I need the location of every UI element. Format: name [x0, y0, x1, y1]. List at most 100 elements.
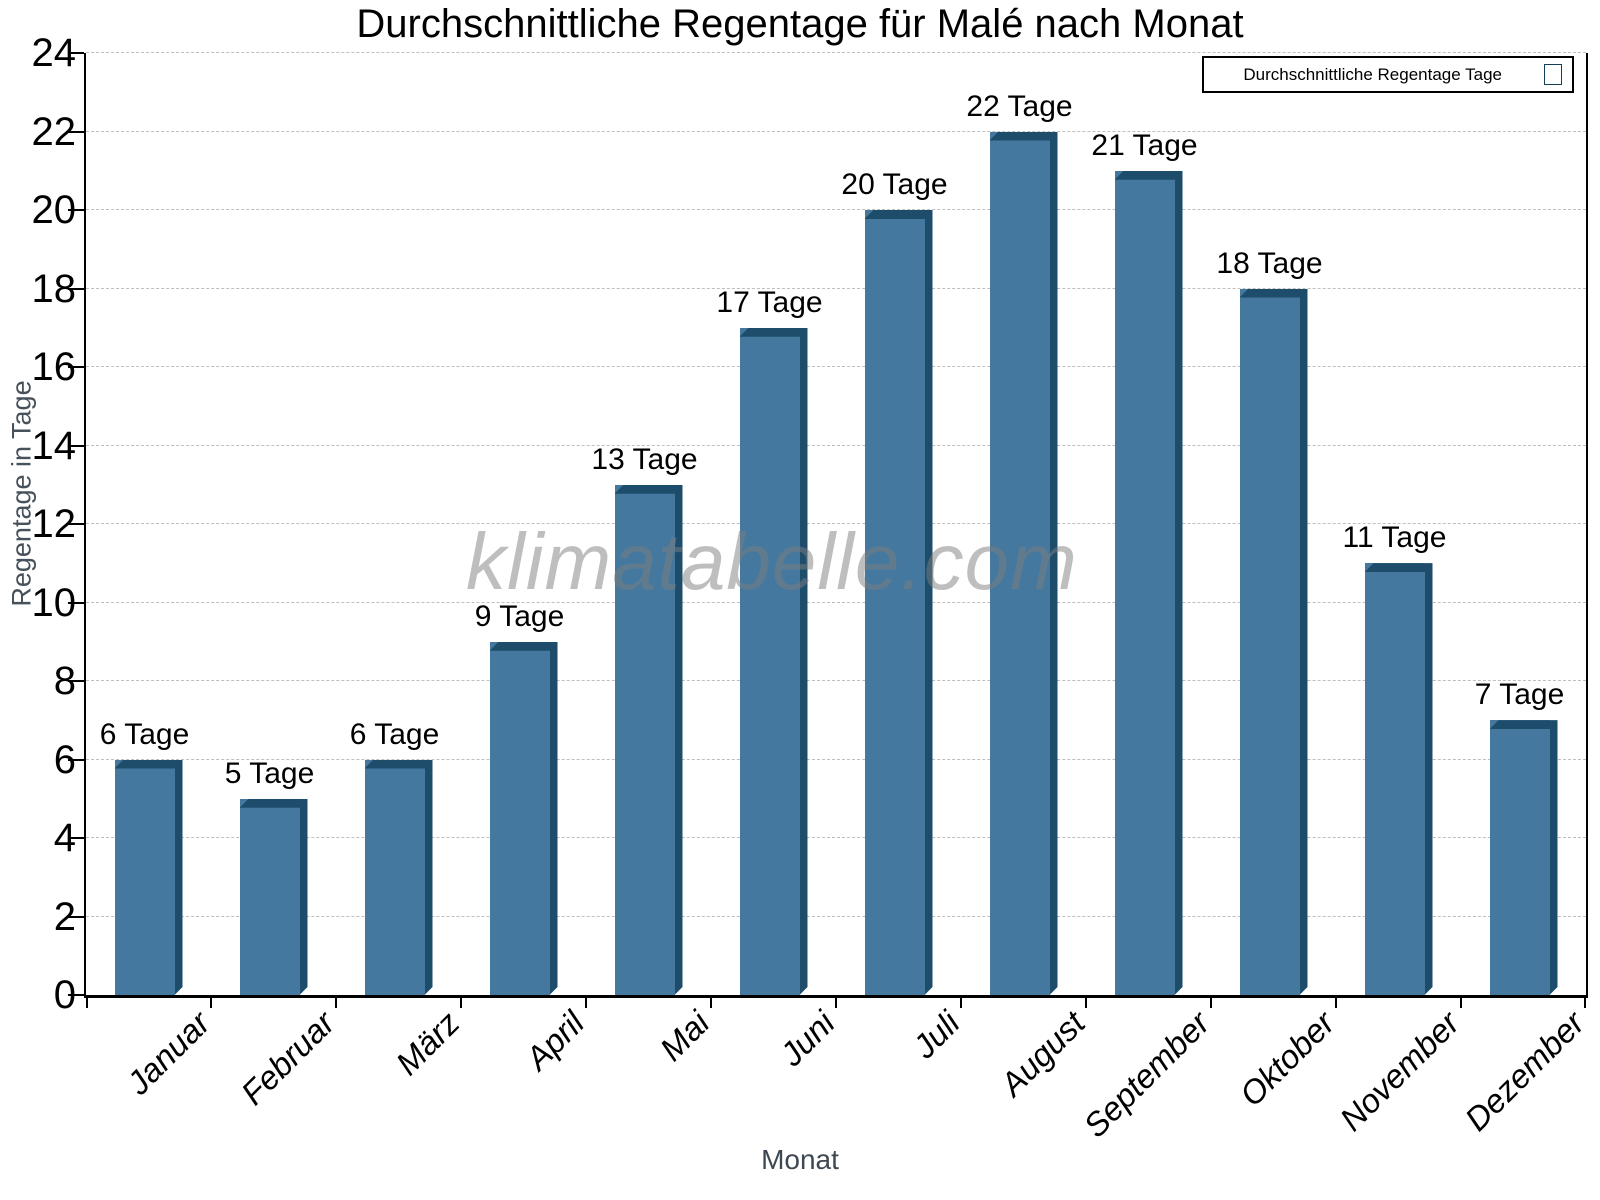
- bar-top-shade: [489, 641, 558, 651]
- value-label-oktober: 18 Tage: [1216, 246, 1323, 280]
- x-axis-title: Monat: [761, 1144, 839, 1175]
- plot-area: 6 Tage 5 Tage 6 Tage 9 Tage 13 Tage 17 Tage 20…: [68, 52, 1588, 1008]
- y-tick-label: 18: [31, 266, 77, 311]
- gridline: [86, 601, 1586, 603]
- bar-februar: [239, 798, 308, 995]
- x-tick: [460, 995, 462, 1008]
- y-tick-label: 10: [31, 580, 77, 625]
- bar-face: [739, 327, 800, 995]
- y-tick: [68, 601, 84, 604]
- bar-face: [1364, 563, 1425, 995]
- bar-side-shade: [1550, 720, 1558, 995]
- x-tick-label-januar: Januar: [119, 1004, 217, 1102]
- y-tick-label: 12: [31, 502, 77, 546]
- y-tick-label: 14: [31, 423, 77, 468]
- value-label-februar: 5 Tage: [224, 756, 315, 790]
- gridline: [86, 680, 1586, 681]
- value-label-juni: 17 Tage: [716, 285, 823, 319]
- bar-side-shade: [550, 642, 558, 995]
- value-label-mai: 13 Tage: [591, 442, 698, 476]
- bar-maerz: [364, 759, 433, 996]
- bar-top-shade: [1114, 170, 1183, 180]
- y-tick-label: 4: [53, 816, 76, 860]
- bar-top-shade: [1364, 563, 1433, 573]
- y-tick-label: 0: [53, 973, 76, 1017]
- y-tick: [68, 444, 84, 447]
- bar-juli: [864, 210, 933, 995]
- bar-november: [1364, 563, 1433, 995]
- x-tick: [960, 995, 962, 1008]
- bar-top-shade: [864, 210, 933, 219]
- x-tick: [1460, 995, 1462, 1008]
- bar-side-shade: [300, 799, 308, 995]
- bar-top-shade: [1239, 288, 1308, 298]
- x-tick: [1210, 995, 1212, 1008]
- y-tick: [68, 523, 84, 525]
- bar-side-shade: [1300, 289, 1308, 996]
- x-tick-label-november: November: [1332, 1004, 1467, 1138]
- y-tick: [68, 287, 84, 290]
- bar-face: [989, 131, 1050, 995]
- bar-face: [1489, 720, 1550, 995]
- legend-swatch-icon: [1544, 64, 1562, 85]
- bar-side-shade: [425, 760, 433, 996]
- x-tick-label-juli: Juli: [905, 1004, 967, 1066]
- bar-face: [364, 759, 425, 995]
- bar-side-shade: [1425, 563, 1433, 995]
- gridline: [86, 915, 1586, 917]
- y-tick-label: 2: [53, 894, 76, 939]
- y-tick: [68, 758, 84, 761]
- bar-face: [864, 210, 925, 995]
- value-label-dezember: 7 Tage: [1474, 678, 1565, 712]
- legend-label: Durchschnittliche Regentage Tage: [1243, 64, 1502, 84]
- x-tick: [1584, 995, 1586, 1008]
- y-tick-label: 16: [31, 345, 77, 389]
- x-tick: [210, 995, 212, 1008]
- bar-face: [489, 641, 550, 995]
- value-label-januar: 6 Tage: [99, 717, 190, 751]
- x-tick: [835, 995, 837, 1008]
- bar-face: [1114, 170, 1175, 995]
- value-label-maerz: 6 Tage: [349, 717, 440, 751]
- x-tick: [585, 995, 587, 1008]
- bar-top-shade: [989, 131, 1058, 141]
- y-tick: [68, 680, 84, 682]
- x-tick: [86, 995, 88, 1008]
- bar-top-shade: [739, 327, 808, 337]
- bar-face: [114, 759, 175, 995]
- bar-april: [489, 641, 558, 995]
- bar-januar: [114, 759, 183, 995]
- bar-side-shade: [1050, 132, 1058, 996]
- gridline: [86, 287, 1586, 289]
- chart-title: Durchschnittliche Regentage für Malé nac…: [356, 2, 1244, 46]
- value-label-november: 11 Tage: [1342, 521, 1447, 555]
- x-tick: [335, 995, 337, 1008]
- gridline: [86, 52, 1586, 53]
- x-tick-label-juni: Juni: [772, 1004, 842, 1073]
- bar-face: [1239, 288, 1300, 995]
- bar-dezember: [1489, 720, 1558, 995]
- gridline: [86, 444, 1586, 446]
- value-label-august: 22 Tage: [966, 89, 1073, 123]
- x-tick-label-dezember: Dezember: [1457, 1004, 1592, 1138]
- y-tick: [68, 915, 84, 918]
- bar-top-shade: [614, 484, 683, 494]
- gridline: [86, 523, 1586, 524]
- y-tick: [68, 366, 84, 368]
- bar-august: [989, 131, 1058, 996]
- bar-juni: [739, 327, 808, 995]
- x-tick: [1335, 995, 1337, 1008]
- legend: Durchschnittliche Regentage Tage: [1202, 56, 1574, 93]
- bar-side-shade: [675, 485, 683, 995]
- x-tick-label-oktober: Oktober: [1232, 1004, 1342, 1114]
- x-tick-label-februar: Februar: [233, 1004, 342, 1112]
- gridline: [86, 209, 1586, 210]
- y-tick: [68, 130, 84, 133]
- y-tick: [68, 837, 84, 839]
- bar-top-shade: [1489, 720, 1558, 730]
- bar-top-shade: [114, 759, 183, 769]
- bar-face: [614, 484, 675, 995]
- bar-face: [239, 798, 300, 995]
- watermark: klimatabelle.com: [466, 517, 1078, 606]
- value-label-september: 21 Tage: [1091, 128, 1198, 162]
